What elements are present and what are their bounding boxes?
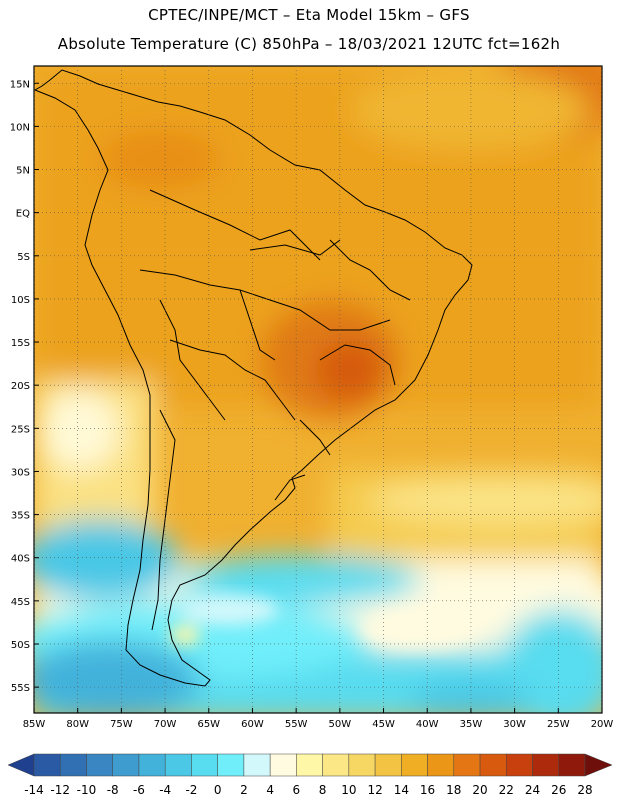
longitude-tick-label: 40W bbox=[416, 719, 439, 730]
longitude-tick-label: 30W bbox=[503, 719, 526, 730]
colorbar-level-label: 14 bbox=[394, 783, 409, 797]
longitude-tick-label: 45W bbox=[372, 719, 395, 730]
latitude-tick-label: 5N bbox=[16, 166, 30, 177]
latitude-tick-label: 10S bbox=[11, 295, 30, 306]
plot-frame bbox=[33, 65, 603, 714]
chart-title-line2: Absolute Temperature (C) 850hPa – 18/03/… bbox=[57, 35, 561, 53]
latitude-tick-label: 45S bbox=[11, 597, 30, 608]
colorbar-swatch bbox=[86, 753, 113, 777]
colorbar-swatch bbox=[506, 753, 533, 777]
colorbar-level-label: 4 bbox=[266, 783, 274, 797]
longitude-tick-label: 80W bbox=[66, 719, 89, 730]
colorbar-swatch bbox=[33, 753, 61, 777]
colorbar-level-label: -6 bbox=[133, 783, 145, 797]
latitude-tick-label: 40S bbox=[11, 554, 30, 565]
colorbar-swatch bbox=[191, 753, 218, 777]
colorbar-level-label: -12 bbox=[50, 783, 70, 797]
colorbar-swatch bbox=[322, 753, 350, 777]
colorbar-swatches bbox=[7, 753, 613, 777]
colorbar-swatch bbox=[217, 753, 245, 777]
latitude-tick-label: EQ bbox=[16, 209, 30, 220]
colorbar-swatch bbox=[138, 753, 166, 777]
longitude-tick-label: 75W bbox=[110, 719, 133, 730]
latitude-tick-label: 25S bbox=[11, 424, 30, 435]
longitude-tick-label: 65W bbox=[197, 719, 220, 730]
colorbar-level-label: 10 bbox=[341, 783, 356, 797]
colorbar-swatch bbox=[269, 753, 297, 777]
colorbar-swatch bbox=[164, 753, 192, 777]
colorbar-level-label: 12 bbox=[367, 783, 382, 797]
latitude-tick-label: 15N bbox=[10, 79, 30, 90]
longitude-tick-label: 35W bbox=[460, 719, 483, 730]
colorbar-level-label: -2 bbox=[185, 783, 197, 797]
colorbar-swatch bbox=[112, 753, 140, 777]
latitude-tick-label: 55S bbox=[11, 683, 30, 694]
colorbar-level-label: 8 bbox=[319, 783, 327, 797]
colorbar-level-label: 26 bbox=[551, 783, 566, 797]
longitude-tick-label: 50W bbox=[329, 719, 352, 730]
colorbar-swatch bbox=[401, 753, 428, 777]
longitude-tick-label: 60W bbox=[241, 719, 264, 730]
temperature-field bbox=[34, 66, 602, 713]
colorbar-swatch bbox=[532, 753, 560, 777]
colorbar-swatch bbox=[427, 753, 455, 777]
longitude-ticks: 85W 80W 75W 70W 65W 60W 55W 50W 45W 40W 35W 30W 25W 2… bbox=[23, 708, 614, 730]
longitude-tick-label: 55W bbox=[285, 719, 308, 730]
latitude-tick-label: 30S bbox=[11, 467, 30, 478]
chart-title-line1: CPTEC/INPE/MCT – Eta Model 15km – GFS bbox=[148, 6, 470, 24]
colorbar-low-arrow bbox=[7, 753, 35, 777]
colorbar-swatch bbox=[479, 753, 507, 777]
longitude-tick-label: 25W bbox=[547, 719, 570, 730]
colorbar-high-arrow bbox=[584, 753, 613, 777]
latitude-tick-label: 50S bbox=[11, 640, 30, 651]
latitude-tick-label: 35S bbox=[11, 511, 30, 522]
colorbar-level-label: 0 bbox=[214, 783, 222, 797]
colorbar-labels: -14 -12 -10 -8 -6 -4 -2 0 2 4 6 8 10 12 14 16 18 20 22 24 26… bbox=[24, 783, 592, 797]
latitude-ticks: 15N 10N 5N EQ 5S 10S 15S 20S 25S 30S 35S 40S 45S 50S 5… bbox=[10, 79, 39, 694]
latitude-tick-label: 10N bbox=[10, 122, 30, 133]
colorbar-level-label: 16 bbox=[420, 783, 435, 797]
colorbar-level-label: -10 bbox=[77, 783, 97, 797]
colorbar-swatch bbox=[453, 753, 481, 777]
longitude-tick-label: 85W bbox=[23, 719, 46, 730]
latitude-tick-label: 5S bbox=[17, 252, 30, 263]
colorbar-level-label: 24 bbox=[525, 783, 540, 797]
latitude-tick-label: 15S bbox=[11, 338, 30, 349]
colorbar-swatch bbox=[348, 753, 376, 777]
colorbar-level-label: 18 bbox=[446, 783, 461, 797]
colorbar-swatch bbox=[558, 753, 586, 777]
colorbar: -14 -12 -10 -8 -6 -4 -2 0 2 4 6 8 10 12 14 16 18 20 22 24 26… bbox=[7, 753, 613, 797]
colorbar-level-label: 28 bbox=[577, 783, 592, 797]
colorbar-swatch bbox=[296, 753, 323, 777]
colorbar-level-label: -8 bbox=[107, 783, 119, 797]
latitude-tick-label: 20S bbox=[11, 381, 30, 392]
lat-lon-grid bbox=[34, 66, 602, 713]
colorbar-level-label: 20 bbox=[472, 783, 487, 797]
colorbar-level-label: 22 bbox=[499, 783, 514, 797]
colorbar-level-label: 2 bbox=[240, 783, 248, 797]
colorbar-swatch bbox=[59, 753, 87, 777]
longitude-tick-label: 70W bbox=[154, 719, 177, 730]
colorbar-swatch bbox=[374, 753, 402, 777]
colorbar-level-label: -4 bbox=[159, 783, 171, 797]
colorbar-level-label: 6 bbox=[293, 783, 301, 797]
colorbar-level-label: -14 bbox=[24, 783, 44, 797]
coastline bbox=[34, 69, 473, 687]
colorbar-swatch bbox=[243, 753, 271, 777]
longitude-tick-label: 20W bbox=[591, 719, 614, 730]
